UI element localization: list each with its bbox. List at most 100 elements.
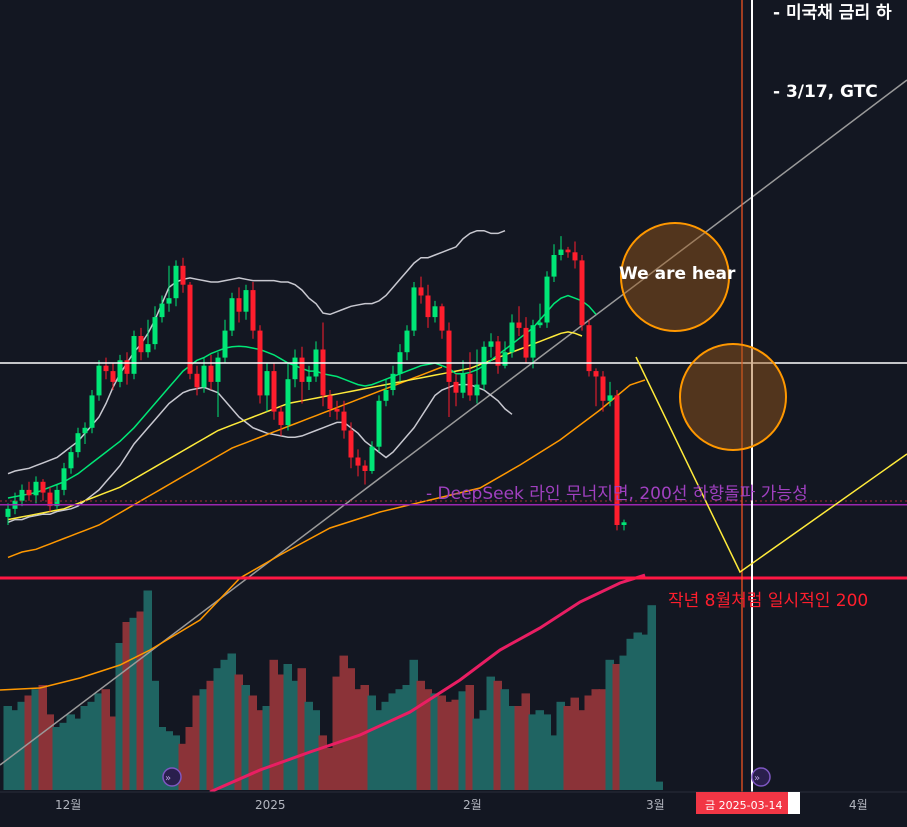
candle-body [600,376,606,401]
volume-bar [479,710,488,790]
candle-body [75,433,81,453]
volume-bar [437,695,446,790]
volume-bar [472,718,481,790]
volume-bar [248,695,257,790]
volume-bar [178,743,187,790]
volume-bar [297,668,306,790]
volume-bar [255,710,264,790]
candle-body [103,365,109,372]
volume-bar [108,716,117,790]
candle-body [418,287,424,296]
candle-body [334,408,340,412]
candle-body [383,390,389,401]
candle-body [341,411,347,431]
volume-bar [283,664,292,790]
volume-bar [507,706,516,790]
candle-body [453,381,459,393]
candle-body [208,365,214,382]
candle-body [215,357,221,382]
event-marker-1[interactable]: » [162,767,182,787]
candle-body [47,492,53,507]
ma200-line [209,573,646,794]
volume-bar [52,727,61,790]
volume-bars [3,590,663,790]
candle-body [292,357,298,380]
volume-bar [640,634,649,790]
candle-body [250,290,256,331]
candle-body [558,249,564,255]
volume-bar [619,655,628,790]
volume-bar [542,714,551,790]
volume-bar [129,617,138,790]
candle-body [201,365,207,388]
candle-body [572,252,578,261]
volume-bar [136,611,145,790]
volume-pane-indicators [0,79,907,794]
volume-bar [87,701,96,790]
volume-bar [122,622,131,790]
candle-body [481,346,487,385]
candle-body [593,371,599,377]
volume-bar [528,714,537,790]
volume-bar [115,643,124,790]
volume-bar [332,676,341,790]
volume-bar [563,706,572,790]
candle-body [544,276,550,323]
volume-bar [521,693,530,790]
we-are-hear-label: We are hear [619,264,736,284]
candle-body [327,395,333,409]
candle-body [523,327,529,358]
candle-body [236,298,242,312]
volume-bar [234,674,243,790]
candle-body [278,411,284,426]
candle-body [271,371,277,412]
candle-body [621,522,627,525]
candle-body [19,489,25,501]
candle-body [530,325,536,358]
volume-bar [199,689,208,790]
volume-bar [654,781,663,790]
event-marker-2[interactable]: » [751,767,771,787]
candle-body [488,341,494,347]
volume-bar [395,689,404,790]
volume-bar [367,695,376,790]
highlight-circle-1 [620,222,730,332]
candle-body [117,360,123,382]
projection-path [635,356,907,574]
candle-body [299,357,305,382]
crosshair-date-badge-edge [788,792,800,814]
candle-body [110,371,116,382]
volume-bar [465,685,474,790]
candle-body [460,373,466,393]
volume-bar [584,695,593,790]
volume-bar [269,659,278,790]
volume-bar [416,680,425,790]
volume-bar [206,680,215,790]
candle-body [369,446,375,471]
candle-body [390,373,396,390]
volume-bar [171,735,180,790]
volume-bar [500,689,509,790]
volume-bar [605,659,614,790]
volume-bar [360,685,369,790]
ma120-volume-line [0,379,646,691]
deepseek-note: - DeepSeek 라인 무너지면, 200선 하향돌파 가능성 [426,484,808,504]
candle-body [474,384,480,396]
candle-body [425,295,431,318]
volume-bar [38,685,47,790]
axis-label-feb: 2월 [463,798,482,812]
volume-bar [514,706,523,790]
candles [5,236,627,531]
candle-body [565,249,571,253]
volume-bar [276,674,285,790]
candle-body [124,360,130,374]
volume-bar [157,727,166,790]
volume-bar [633,632,642,790]
volume-bar [101,689,110,790]
volume-bar [409,659,418,790]
volume-bar [290,680,299,790]
drawings [0,0,907,792]
volume-bar [318,735,327,790]
candle-body [348,430,354,458]
